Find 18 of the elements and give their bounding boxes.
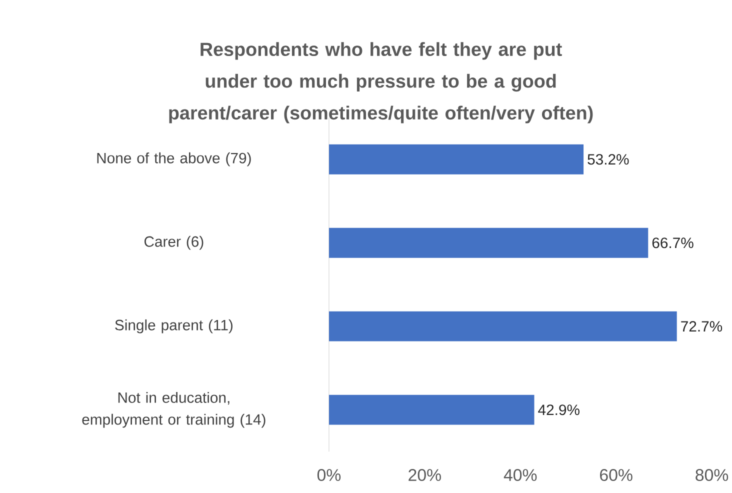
x-tick-label: 0% — [317, 468, 341, 481]
y-tick-label: Single parent (11) — [115, 319, 232, 334]
y-tick-label: Carer (6) — [144, 236, 204, 250]
bar — [328, 311, 677, 342]
data-label: 42.9% — [538, 404, 580, 415]
x-tick-label: 40% — [504, 468, 537, 481]
y-tick-label: Not in education, employment or training (14) — [82, 392, 266, 428]
bar — [328, 144, 584, 174]
x-tick-label: 80% — [696, 468, 728, 481]
data-label: 53.2% — [588, 154, 629, 164]
x-tick-label: 60% — [600, 468, 632, 481]
x-tick-label: 20% — [408, 468, 441, 481]
data-label: 66.7% — [652, 237, 694, 248]
bar — [328, 394, 534, 425]
y-tick-label: None of the above (79) — [97, 152, 251, 166]
bar — [328, 228, 648, 258]
chart-title: Respondents who have felt they are put under too much pressure to be a good parent/carer (sometimes/quite often/very often) — [169, 42, 593, 124]
data-label: 72.7% — [681, 320, 722, 332]
